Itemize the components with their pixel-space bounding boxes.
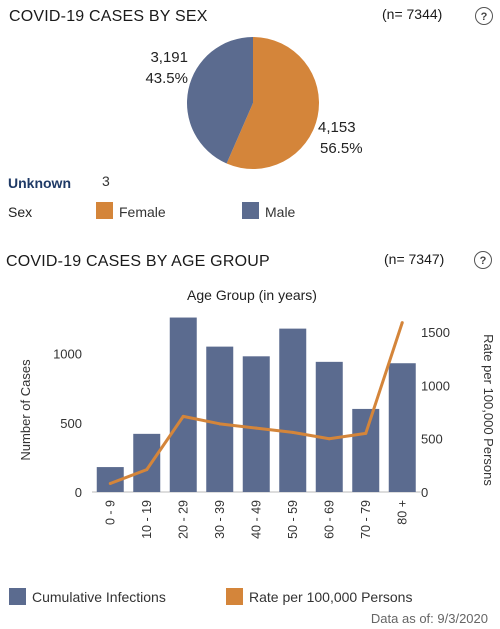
sex-chart-title: COVID-19 CASES BY SEX (9, 8, 208, 25)
female-count-label: 4,153 (318, 119, 356, 136)
y-tick-right: 1500 (421, 325, 450, 340)
unknown-value: 3 (102, 173, 110, 189)
y-tick-left: 1000 (53, 347, 82, 362)
rate-point (364, 431, 368, 435)
sex-help-icon[interactable]: ? (475, 7, 493, 25)
legend-swatch-rate (226, 588, 243, 605)
y-tick-left: 500 (60, 416, 82, 431)
x-tick-label: 10 - 19 (140, 500, 154, 539)
bar-60-69 (315, 361, 343, 492)
x-tick-label: 60 - 69 (322, 500, 336, 539)
legend-swatch-male (242, 202, 259, 219)
y-axis-label-right: Rate per 100,000 Persons (481, 334, 496, 486)
age-combo-chart: Age Group (in years) Number of Cases Rat… (18, 287, 496, 539)
rate-point (254, 426, 258, 430)
y-axis-label-left: Number of Cases (18, 359, 33, 461)
legend-label-male: Male (265, 204, 296, 220)
rate-point (145, 468, 149, 472)
pie-label-female: 4,153 56.5% (318, 117, 363, 159)
rate-point (327, 437, 331, 441)
age-help-icon[interactable]: ? (474, 251, 492, 269)
legend-label-cumulative: Cumulative Infections (32, 589, 166, 605)
bar-80+ (388, 363, 416, 492)
x-tick-label: 70 - 79 (359, 500, 373, 539)
sex-pie-chart (187, 36, 319, 169)
legend-swatch-cumulative (9, 588, 26, 605)
bar-50-59 (279, 328, 307, 492)
age-chart-subtitle: Age Group (in years) (187, 287, 317, 303)
x-tick-label: 50 - 59 (286, 500, 300, 539)
y-tick-left: 0 (75, 485, 82, 500)
bar-30-39 (206, 346, 234, 492)
legend-swatch-female (96, 202, 113, 219)
pie-label-male: 3,191 43.5% (110, 47, 188, 89)
legend-label-rate: Rate per 100,000 Persons (249, 589, 413, 605)
bar-20-29 (169, 317, 197, 492)
rate-point (218, 422, 222, 426)
x-tick-label: 40 - 49 (249, 500, 263, 539)
y-tick-right: 0 (421, 485, 428, 500)
bar-70-79 (352, 408, 380, 492)
sex-count: (n= 7344) (382, 6, 443, 22)
age-count: (n= 7347) (384, 251, 445, 267)
male-count-label: 3,191 (150, 49, 188, 66)
rate-point (291, 430, 295, 434)
legend-label-female: Female (119, 204, 166, 220)
unknown-label: Unknown (8, 175, 71, 191)
data-as-of: Data as of: 9/3/2020 (370, 611, 488, 626)
x-tick-label: 80 + (395, 500, 409, 525)
male-percent-label: 43.5% (145, 70, 188, 87)
rate-point (181, 414, 185, 418)
age-chart-title: COVID-19 CASES BY AGE GROUP (6, 253, 270, 270)
y-tick-right: 1000 (421, 378, 450, 393)
pie-slice-female[interactable] (226, 37, 319, 169)
x-tick-label: 0 - 9 (103, 500, 117, 525)
x-tick-label: 30 - 39 (213, 500, 227, 539)
bar-10-19 (133, 433, 161, 492)
rate-point (400, 321, 404, 325)
y-tick-right: 500 (421, 432, 443, 447)
sex-legend-title: Sex (8, 204, 33, 220)
bar-40-49 (242, 356, 270, 492)
female-percent-label: 56.5% (320, 140, 363, 157)
x-tick-label: 20 - 29 (176, 500, 190, 539)
pie-slice-male[interactable] (187, 36, 253, 164)
rate-point (108, 481, 112, 485)
